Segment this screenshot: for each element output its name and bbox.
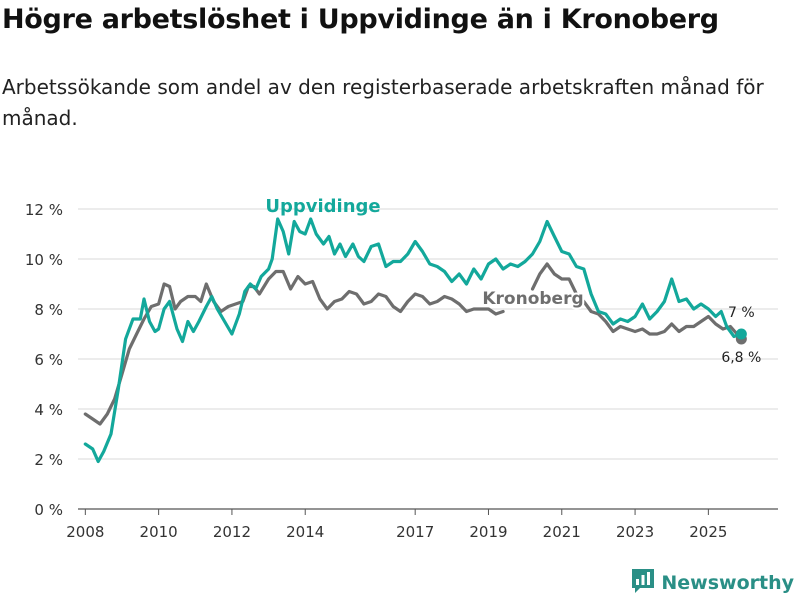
- brand-logo[interactable]: Newsworthy: [631, 568, 794, 598]
- uppvidinge-label: Uppvidinge: [265, 196, 380, 217]
- uppvidinge-end-value: 7 %: [728, 305, 755, 321]
- kronoberg-end-value: 6,8 %: [721, 350, 761, 366]
- y-tick-label: 4 %: [34, 401, 63, 419]
- y-tick-label: 10 %: [25, 251, 63, 269]
- brand-name: Newsworthy: [661, 572, 794, 594]
- x-tick-label: 2019: [469, 523, 507, 541]
- y-tick-label: 2 %: [34, 451, 63, 469]
- y-axis: 0 % 2 % 4 % 6 % 8 % 10 % 12 %: [25, 201, 63, 519]
- x-tick-label: 2010: [140, 523, 178, 541]
- series-lines: [83, 217, 747, 464]
- x-tick-label: 2023: [616, 523, 654, 541]
- uppvidinge-end-marker: [735, 328, 747, 340]
- kronoberg-line: [83, 269, 505, 426]
- x-axis: 2008 2010 2012 2014 2017 2019 2021 2023 2025: [66, 509, 727, 541]
- x-tick-label: 2021: [543, 523, 581, 541]
- series-labels: Uppvidinge Kronoberg 7 % 6,8 %: [265, 196, 761, 366]
- x-tick-label: 2014: [286, 523, 324, 541]
- gridlines: [78, 208, 778, 510]
- kronoberg-line-continued: [530, 262, 744, 341]
- newsworthy-icon: [631, 568, 655, 598]
- x-tick-label: 2025: [689, 523, 727, 541]
- kronoberg-label: Kronoberg: [482, 289, 583, 309]
- chart-subtitle: Arbetssökande som andel av den registerb…: [2, 75, 764, 130]
- chart-title: Högre arbetslöshet i Uppvidinge än i Kro…: [2, 4, 719, 35]
- x-tick-label: 2017: [396, 523, 434, 541]
- y-tick-label: 8 %: [34, 301, 63, 319]
- uppvidinge-line: [83, 217, 744, 464]
- x-tick-label: 2008: [66, 523, 104, 541]
- x-tick-label: 2012: [213, 523, 251, 541]
- y-tick-label: 0 %: [34, 501, 63, 519]
- y-tick-label: 12 %: [25, 201, 63, 219]
- y-tick-label: 6 %: [34, 351, 63, 369]
